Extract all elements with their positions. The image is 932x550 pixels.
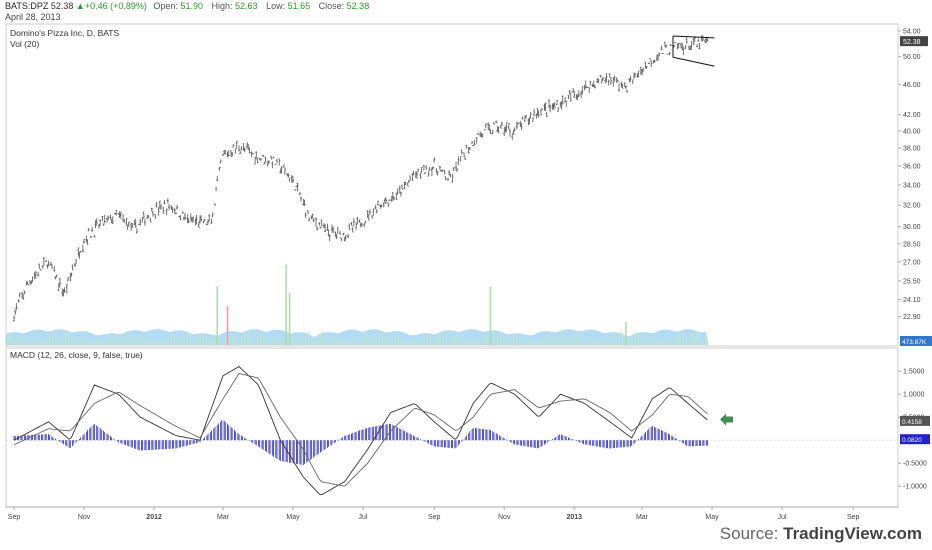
close-label: Close: — [318, 1, 345, 11]
x-tick-label: Sep — [428, 514, 441, 521]
open-label: Open: — [153, 1, 178, 11]
x-tick-label: Jul — [778, 514, 787, 521]
source-prefix: Source: — [719, 524, 779, 543]
price-tick-label: 34.00 — [903, 183, 921, 190]
x-tick-label: Nov — [498, 514, 511, 521]
high-value: 52.63 — [235, 1, 258, 11]
volume-label: Vol (20) — [10, 39, 39, 49]
price-tick-label: 22.90 — [903, 314, 921, 321]
price-tick-label: 27.00 — [903, 259, 921, 266]
macd-line — [13, 366, 708, 496]
macd-tick-label: 1.0000 — [903, 392, 925, 399]
price-tick-label: 28.50 — [903, 241, 921, 248]
x-tick-label: Jul — [359, 514, 368, 521]
x-tick-label: May — [286, 514, 300, 521]
macd-tick-label: -1.0000 — [903, 484, 927, 491]
price-tick-label: 38.00 — [903, 146, 921, 153]
high-label: High: — [211, 1, 233, 11]
x-tick-label: May — [705, 514, 719, 521]
x-tick-label: Nov — [78, 514, 91, 521]
price-tick-label: 54.00 — [903, 29, 921, 36]
x-tick-label: Sep — [847, 514, 860, 521]
price-tick-label: 30.00 — [903, 224, 921, 231]
macd-title: MACD (12, 26, close, 9, false, true) — [10, 350, 143, 360]
macd-last-box — [900, 415, 930, 426]
price-tick-label: 36.00 — [903, 164, 921, 171]
x-tick-label: 2013 — [566, 514, 582, 521]
macd-tick-label: -0.5000 — [903, 461, 927, 468]
low-value: 51.65 — [287, 1, 311, 11]
source-credit: Source: TradingView.com — [720, 524, 922, 544]
hist-last-label: 0.0820 — [902, 437, 922, 444]
low-label: Low: — [266, 1, 286, 11]
x-tick-label: Mar — [217, 514, 230, 521]
price-tick-label: 32.00 — [903, 203, 921, 210]
channel-lower-line — [672, 56, 715, 67]
channel-upper-line — [672, 35, 715, 39]
signal-line — [13, 372, 708, 487]
last-price-label: 52.38 — [903, 39, 921, 46]
volume-last-label: 473.67K — [902, 339, 927, 346]
x-tick-label: Sep — [8, 514, 21, 521]
header-date: April 28, 2013 — [5, 12, 61, 22]
chart-header: BATS:DPZ 52.38 ▲+0.46 (+0.89%) Open: 51.… — [5, 1, 371, 12]
up-arrow-icon: ▲ — [75, 1, 85, 11]
symbol: BATS:DPZ — [5, 1, 49, 11]
x-tick-label: Mar — [636, 514, 649, 521]
x-tick-label: 2012 — [146, 514, 162, 521]
price-change: +0.46 (+0.89%) — [84, 1, 147, 11]
close-value: 52.38 — [346, 1, 370, 11]
macd-last-label: 0.4158 — [902, 419, 922, 426]
macd-tick-label: 1.5000 — [903, 369, 925, 376]
price-tick-label: 46.00 — [903, 82, 921, 89]
price-tick-label: 50.00 — [903, 54, 921, 61]
price-chart-title: Domino's Pizza Inc, D, BATS — [10, 28, 119, 38]
source-brand: TradingView.com — [783, 524, 922, 543]
price-tick-label: 42.00 — [903, 112, 921, 119]
price-pane — [5, 23, 899, 347]
volume-last-box — [900, 336, 932, 346]
price-tick-label: 25.50 — [903, 278, 921, 285]
last-price: 52.38 — [50, 1, 74, 11]
arrow-left-icon — [720, 413, 734, 426]
last-price-box — [900, 36, 928, 47]
price-tick-label: 40.00 — [903, 128, 921, 135]
price-tick-label: 24.10 — [903, 297, 921, 304]
open-value: 51.90 — [180, 1, 203, 11]
hist-last-box — [900, 434, 930, 445]
